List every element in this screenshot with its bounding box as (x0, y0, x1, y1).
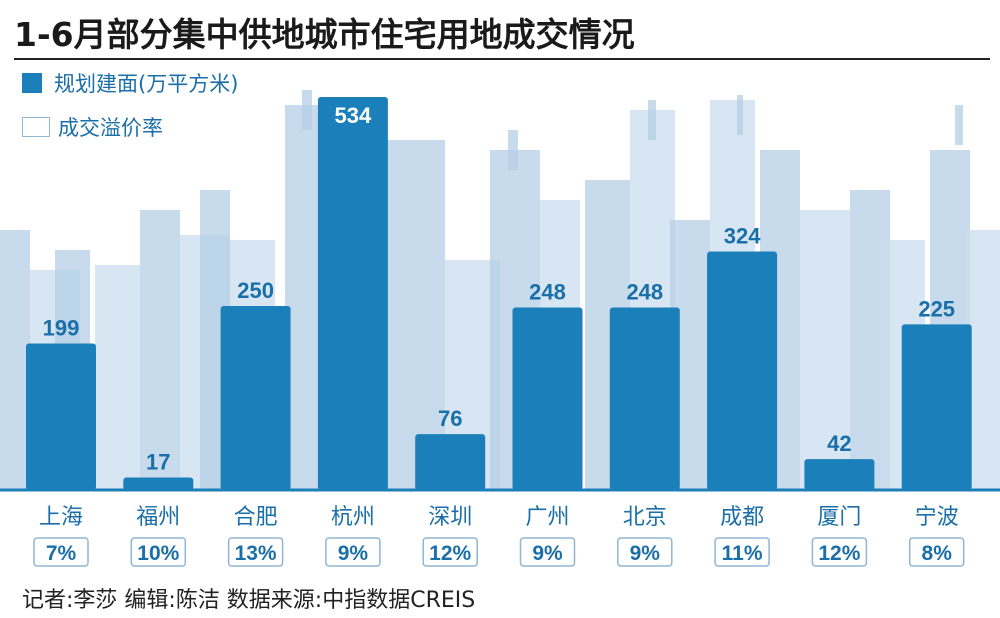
skyline-building (140, 210, 180, 490)
rate-box (33, 537, 89, 567)
bar-value-label: 324 (724, 224, 761, 249)
rate-box (325, 537, 381, 567)
skyline-background (0, 90, 1000, 490)
skyline-spire (508, 130, 518, 170)
category-label: 北京 (623, 505, 667, 530)
rate-label: 10% (137, 542, 179, 565)
rate-label: 9% (532, 542, 563, 565)
bars-group: 199 17 250 534 76 248 248 324 42 225 (26, 97, 972, 490)
rate-box (908, 537, 965, 567)
rate-label: 9% (338, 542, 369, 565)
rate-box (227, 537, 284, 567)
category-label: 宁波 (915, 505, 959, 530)
category-label: 杭州 (331, 505, 375, 530)
bar (317, 97, 388, 490)
skyline-spire (648, 100, 656, 140)
bar (804, 459, 875, 490)
bar-value-label: 248 (529, 279, 566, 304)
category-label: 上海 (39, 505, 83, 530)
bar-value-label: 248 (626, 279, 663, 304)
skyline-spire (302, 90, 312, 130)
skyline-building (800, 210, 850, 490)
source-credit: 记者:李莎 编辑:陈洁 数据来源:中指数据CREIS (22, 588, 476, 613)
rate-label: 12% (429, 542, 471, 565)
category-label: 厦门 (817, 505, 861, 530)
skyline-building (385, 140, 445, 490)
category-label: 深圳 (428, 505, 472, 530)
chart-title: 1-6月部分集中供地城市住宅用地成交情况 (14, 15, 635, 54)
rate-label: 8% (922, 542, 953, 565)
rate-box (617, 537, 673, 567)
skyline-spire (955, 105, 963, 145)
legend-swatch-rate (22, 117, 50, 137)
category-label: 成都 (720, 505, 764, 530)
bar-value-label: 199 (43, 316, 80, 341)
legend-item-rate: 成交溢价率 (22, 112, 163, 142)
bar (707, 251, 778, 490)
rate-box (130, 537, 187, 567)
skyline-building (0, 230, 30, 490)
bar (512, 307, 583, 490)
category-labels: 上海 福州 合肥 杭州 深圳 广州 北京 成都 厦门 宁波 (39, 505, 959, 530)
bar (26, 343, 96, 490)
rate-box (714, 537, 770, 567)
skyline-building (95, 265, 140, 490)
rate-box (422, 537, 478, 567)
rate-box (811, 537, 868, 567)
skyline-spire (737, 95, 743, 135)
rate-label: 12% (818, 542, 860, 565)
bar (123, 477, 194, 490)
category-label: 合肥 (234, 505, 278, 530)
bar-value-label: 225 (918, 296, 955, 321)
legend-swatch-bar (22, 73, 42, 93)
title-rule (14, 58, 990, 60)
bar (415, 434, 486, 490)
bar-value-label: 250 (237, 278, 274, 303)
rate-label: 9% (630, 542, 661, 565)
legend-label-area: 规划建面(万平方米) (54, 72, 239, 96)
legend-label-rate: 成交溢价率 (58, 116, 163, 140)
bar (609, 307, 680, 490)
rate-box (519, 537, 576, 567)
bar (220, 306, 291, 490)
category-label: 福州 (136, 505, 180, 530)
bar-value-label: 42 (827, 431, 851, 456)
bar-value-label: 17 (146, 449, 170, 474)
bar-value-label: 534 (335, 103, 372, 128)
rate-labels: 7% 10% 13% 9% 12% 9% 9% 11% 12% 8% (33, 537, 965, 567)
bar-value-label: 76 (438, 406, 462, 431)
category-label: 广州 (525, 505, 569, 530)
rate-label: 13% (235, 542, 277, 565)
bar (901, 324, 972, 490)
legend-item-area: 规划建面(万平方米) (22, 68, 238, 98)
rate-label: 11% (722, 542, 763, 565)
rate-label: 7% (46, 542, 77, 565)
